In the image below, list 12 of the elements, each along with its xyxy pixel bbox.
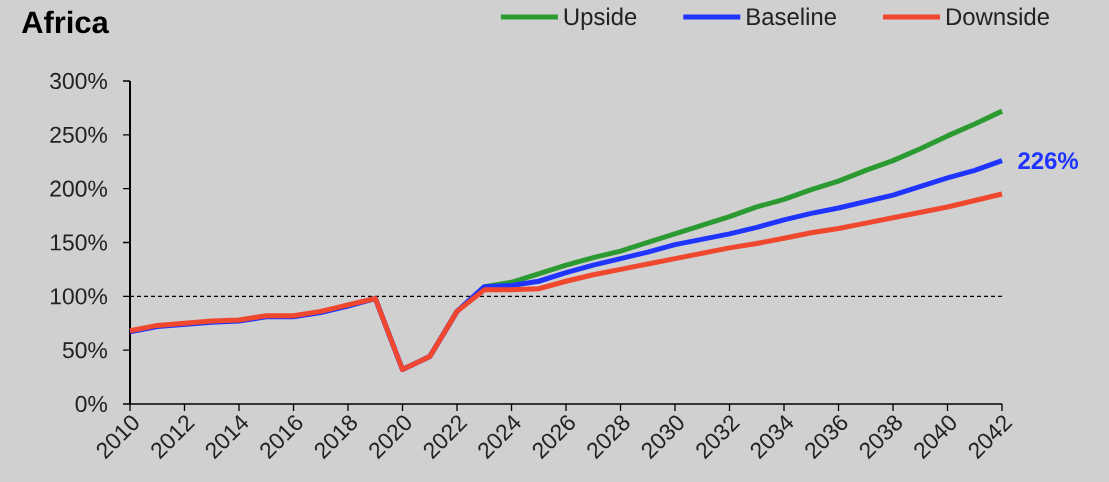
legend-label: Downside [946, 7, 1049, 26]
y-tick-label: 100% [50, 288, 107, 305]
chart-title: Africa [21, 10, 109, 34]
legend-label: Upside [564, 7, 637, 30]
y-tick-label: 150% [50, 234, 107, 251]
y-tick-label: 50% [62, 342, 107, 359]
y-tick-label: 200% [50, 180, 107, 197]
y-tick-label: 250% [50, 126, 107, 143]
y-tick-label: 300% [50, 72, 107, 90]
legend-label: Baseline [747, 7, 836, 26]
annotation: 226% [1018, 152, 1079, 170]
y-tick-label: 0% [75, 395, 108, 413]
